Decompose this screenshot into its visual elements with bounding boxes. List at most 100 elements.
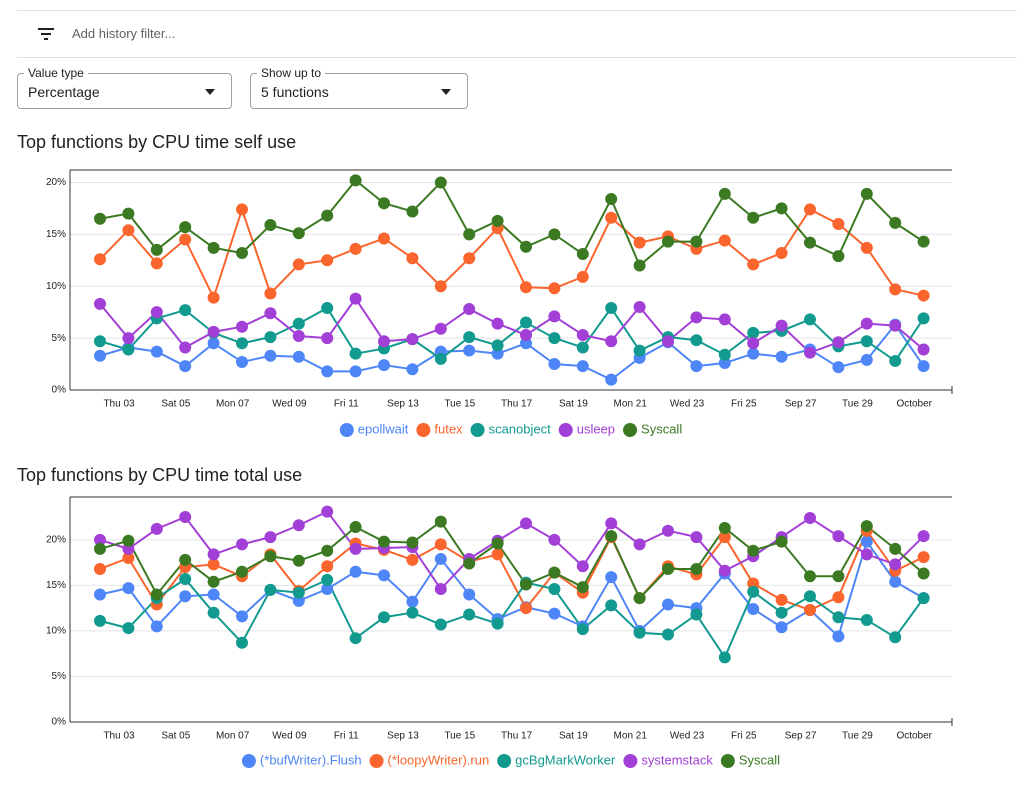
legend-item[interactable]: futex [416,421,463,437]
data-point [576,329,589,341]
data-point [292,594,305,607]
data-point [747,577,760,590]
y-tick-label: 10% [46,281,66,292]
data-point [406,606,419,619]
data-point [463,588,476,601]
data-point [292,258,305,271]
data-point [292,317,305,330]
data-point [491,214,504,227]
data-point [690,360,703,373]
data-point [718,357,731,370]
data-point [520,337,532,350]
data-point [179,304,192,317]
data-point [321,560,334,573]
data-point [463,331,476,344]
data-point [804,236,816,249]
data-point [150,306,163,319]
data-point [718,187,731,200]
data-point [292,586,305,599]
data-point [917,530,930,543]
data-point [548,358,561,371]
data-point [548,332,561,345]
data-point [804,313,816,326]
filter-icon[interactable] [38,28,54,40]
legend-item[interactable]: Syscall [623,421,682,437]
data-point [94,253,106,266]
data-point [122,552,135,565]
data-point [548,533,561,546]
data-point [349,242,362,255]
show-up-to-dropdown[interactable]: Show up to 5 functions [250,66,468,109]
data-point [832,217,845,230]
legend-item[interactable]: usleep [558,421,615,437]
legend-item[interactable]: systemstack [623,752,713,768]
data-point [150,345,163,358]
data-point [463,252,476,265]
data-point [150,588,163,601]
legend-label: epollwait [358,421,409,436]
data-point [321,254,334,267]
data-point [378,335,390,348]
data-point [633,236,646,249]
x-tick-label: Fri 25 [731,731,757,742]
x-tick-label: Sep 13 [387,399,419,410]
data-point [860,241,873,254]
data-point [576,623,589,636]
data-point [94,533,106,546]
data-point [747,326,760,339]
data-point [576,270,589,283]
data-point [633,259,646,272]
x-tick-label: Thu 03 [103,399,135,410]
value-type-dropdown[interactable]: Value type Percentage [17,66,232,109]
legend-label: Syscall [739,752,780,767]
data-point [917,343,930,356]
data-point [179,590,192,603]
data-point [747,585,760,598]
data-point [775,535,788,548]
legend-swatch [470,423,485,437]
data-point [775,606,788,619]
data-point [690,531,703,544]
data-point [236,320,248,333]
data-point [747,258,760,271]
data-point [264,331,277,344]
data-point [94,542,106,555]
data-point [122,224,135,237]
data-point [264,287,277,300]
data-point [207,325,220,338]
data-point [832,611,845,624]
x-tick-label: Mon 21 [614,399,648,410]
data-point [292,554,305,567]
x-tick-label: Thu 17 [501,399,533,410]
data-point [349,347,362,360]
filter-input[interactable]: Add history filter... [72,26,176,41]
data-point [264,219,277,231]
legend-item[interactable]: scanobject [470,421,552,437]
data-point [349,292,362,305]
data-point [94,297,106,310]
data-point [633,592,646,605]
chart-title: Top functions by CPU time total use [17,465,302,485]
data-point [832,336,845,349]
legend-item[interactable]: (*loopyWriter).run [369,752,490,768]
data-point [718,313,731,326]
data-point [520,240,532,253]
data-point [690,334,703,347]
legend-swatch [497,754,512,768]
legend-item[interactable]: epollwait [339,421,409,437]
data-point [860,353,873,366]
legend-item[interactable]: Syscall [720,752,780,768]
legend-item[interactable]: (*bufWriter).Flush [241,752,362,768]
data-point [548,566,561,579]
data-point [804,346,816,359]
legend-item[interactable]: gcBgMarkWorker [497,752,616,768]
data-point [207,588,220,601]
data-point [775,350,788,363]
data-point [690,562,703,575]
data-point [463,557,476,570]
data-point [292,227,305,240]
data-point [406,252,419,265]
x-tick-label: Wed 09 [272,399,307,410]
legend-label: usleep [577,421,615,436]
